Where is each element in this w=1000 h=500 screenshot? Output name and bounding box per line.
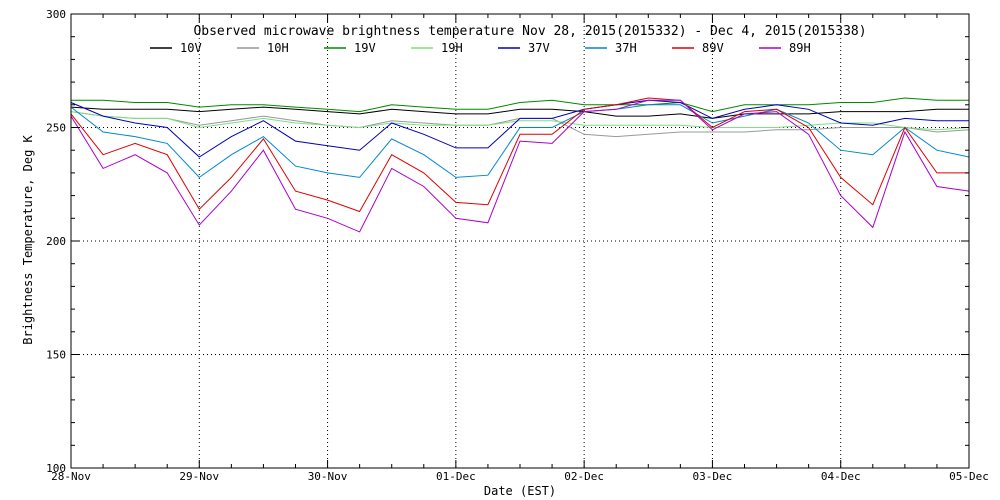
legend-label-37h: 37H bbox=[615, 41, 637, 55]
series-line-89h bbox=[70, 99, 970, 233]
x-tick-label: 30-Nov bbox=[308, 470, 348, 483]
chart-title: Observed microwave brightness temperatur… bbox=[193, 24, 866, 39]
legend-label-19v: 19V bbox=[354, 41, 376, 55]
y-tick-label: 250 bbox=[46, 122, 66, 135]
y-tick-label: 200 bbox=[46, 235, 66, 248]
series-line-10h bbox=[70, 111, 970, 138]
series-line-19h bbox=[70, 111, 970, 131]
x-tick-label: 04-Dec bbox=[821, 470, 861, 483]
x-tick-labels: 28-Nov 29-Nov 30-Nov 01-Dec 02-Dec 03-Dec 04-D… bbox=[51, 470, 989, 483]
legend-label-89v: 89V bbox=[702, 41, 724, 55]
series-line-10v bbox=[70, 106, 969, 119]
series-group bbox=[70, 97, 970, 233]
ticks bbox=[70, 13, 970, 469]
x-tick-label: 28-Nov bbox=[51, 470, 91, 483]
x-tick-label: 02-Dec bbox=[564, 470, 604, 483]
legend-label-19h: 19H bbox=[441, 41, 463, 55]
series-line-37h bbox=[70, 104, 970, 179]
x-tick-label: 29-Nov bbox=[179, 470, 219, 483]
legend-label-37v: 37V bbox=[528, 41, 550, 55]
x-tick-label: 01-Dec bbox=[436, 470, 476, 483]
legend-label-10h: 10H bbox=[267, 41, 289, 55]
grid bbox=[71, 14, 969, 468]
x-tick-label: 05-Dec bbox=[949, 470, 989, 483]
y-tick-labels: 100 150 200 250 300 bbox=[46, 8, 66, 475]
x-axis-title: Date (EST) bbox=[484, 484, 556, 498]
legend: 10V 10H 19V 19H 37V 37H 89V 89H bbox=[150, 41, 811, 55]
series-line-19v bbox=[71, 97, 969, 113]
x-tick-label: 03-Dec bbox=[693, 470, 733, 483]
legend-label-10v: 10V bbox=[180, 41, 202, 55]
y-tick-label: 100 bbox=[46, 462, 66, 475]
series-line-37v bbox=[70, 99, 969, 158]
y-tick-label: 150 bbox=[46, 349, 66, 362]
y-axis-title: Brightness Temperature, Deg K bbox=[21, 134, 35, 344]
series-line-89v bbox=[70, 97, 969, 213]
legend-label-89h: 89H bbox=[789, 41, 811, 55]
y-tick-label: 300 bbox=[46, 8, 66, 21]
